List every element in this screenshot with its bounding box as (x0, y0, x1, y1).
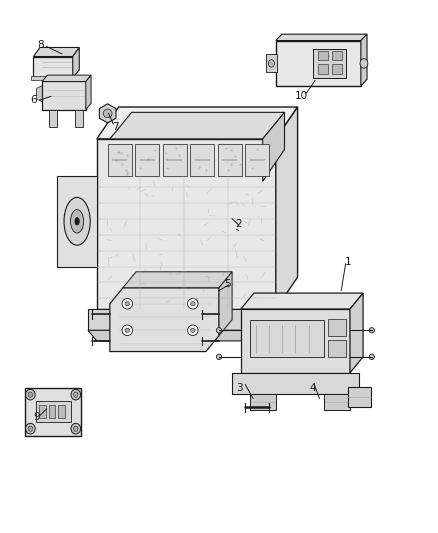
Bar (318, 64, 328, 74)
Ellipse shape (216, 354, 222, 360)
Bar (328, 340, 346, 357)
Ellipse shape (369, 354, 374, 360)
Ellipse shape (187, 298, 198, 309)
Ellipse shape (360, 59, 368, 68)
Text: 6: 6 (30, 95, 37, 105)
Text: 2: 2 (235, 219, 242, 229)
Bar (49, 405, 55, 418)
Bar (332, 51, 342, 60)
Polygon shape (232, 373, 359, 394)
Polygon shape (190, 144, 214, 176)
Polygon shape (218, 144, 242, 176)
Ellipse shape (125, 302, 130, 306)
Polygon shape (276, 41, 361, 86)
Polygon shape (31, 76, 75, 80)
Polygon shape (241, 293, 363, 309)
Ellipse shape (64, 197, 90, 245)
Ellipse shape (74, 426, 78, 431)
Ellipse shape (103, 109, 112, 118)
Text: 8: 8 (38, 41, 44, 50)
Bar (49, 110, 57, 127)
Ellipse shape (122, 298, 133, 309)
Ellipse shape (122, 325, 133, 336)
Polygon shape (263, 112, 285, 181)
Polygon shape (123, 272, 232, 288)
Polygon shape (350, 293, 363, 373)
Ellipse shape (25, 423, 35, 434)
Text: 10: 10 (294, 91, 307, 101)
Polygon shape (86, 75, 91, 110)
Bar (324, 394, 350, 410)
Polygon shape (99, 104, 116, 123)
Text: 4: 4 (310, 383, 316, 393)
Polygon shape (162, 144, 187, 176)
Bar (332, 64, 342, 74)
FancyBboxPatch shape (25, 387, 81, 435)
Polygon shape (245, 144, 269, 176)
Polygon shape (276, 107, 297, 309)
Polygon shape (73, 47, 79, 78)
Polygon shape (219, 272, 232, 336)
Bar (266, 54, 277, 72)
Bar (313, 49, 346, 78)
Bar (318, 51, 328, 60)
Ellipse shape (28, 392, 32, 397)
Polygon shape (33, 47, 79, 56)
Polygon shape (135, 144, 159, 176)
Bar (250, 394, 276, 410)
Polygon shape (241, 309, 350, 373)
Polygon shape (250, 320, 324, 357)
Bar (35, 401, 71, 422)
Bar (75, 110, 83, 127)
Ellipse shape (71, 389, 81, 400)
Ellipse shape (71, 423, 81, 434)
Ellipse shape (369, 328, 374, 333)
Polygon shape (88, 330, 276, 341)
Polygon shape (97, 139, 276, 309)
Text: 5: 5 (224, 279, 231, 289)
Polygon shape (110, 112, 285, 139)
Bar (328, 319, 346, 336)
Ellipse shape (191, 328, 195, 333)
Polygon shape (88, 309, 276, 330)
Polygon shape (276, 34, 367, 41)
Text: 7: 7 (112, 122, 118, 132)
Bar (58, 405, 65, 418)
Polygon shape (57, 176, 97, 266)
Ellipse shape (125, 328, 130, 333)
Polygon shape (97, 107, 297, 139)
Polygon shape (33, 56, 73, 78)
Polygon shape (108, 144, 132, 176)
Polygon shape (36, 86, 42, 102)
Ellipse shape (28, 426, 32, 431)
Ellipse shape (187, 325, 198, 336)
Bar (39, 405, 46, 418)
Ellipse shape (74, 392, 78, 397)
Text: 9: 9 (34, 412, 40, 422)
Polygon shape (110, 288, 219, 352)
Text: 3: 3 (237, 383, 243, 393)
Ellipse shape (25, 389, 35, 400)
FancyBboxPatch shape (348, 387, 371, 407)
Ellipse shape (191, 302, 195, 306)
Ellipse shape (216, 328, 222, 333)
Polygon shape (42, 82, 86, 110)
Polygon shape (42, 75, 91, 82)
Polygon shape (361, 34, 367, 86)
Ellipse shape (268, 60, 275, 67)
Ellipse shape (75, 217, 79, 225)
Text: 1: 1 (345, 257, 351, 267)
Ellipse shape (71, 209, 84, 233)
